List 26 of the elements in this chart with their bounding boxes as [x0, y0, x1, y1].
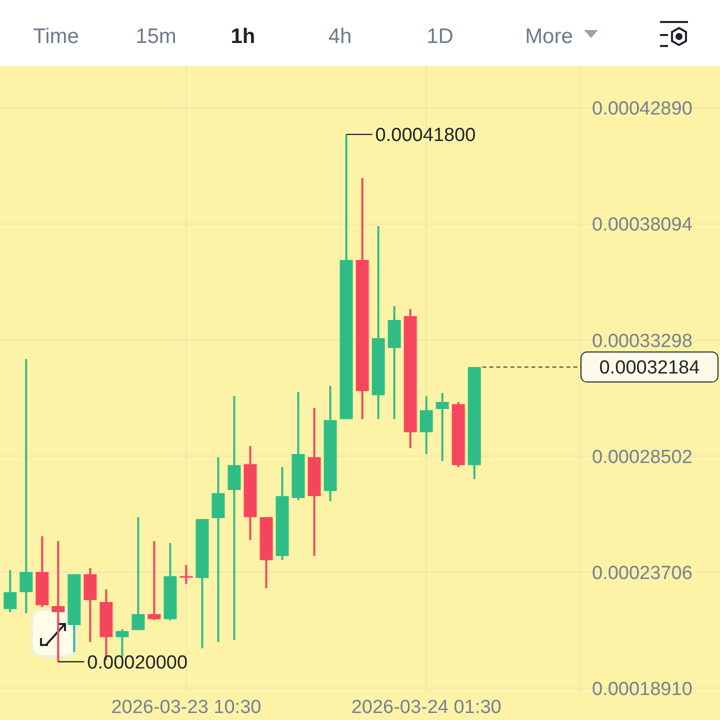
candlestick	[180, 564, 193, 586]
candlestick	[52, 540, 65, 663]
text: 1D	[426, 25, 454, 48]
annotation: 0.00041800	[375, 125, 476, 146]
y-tick-label: 0.00033298	[592, 330, 692, 352]
y-tick-label: 0.00028502	[592, 446, 692, 468]
candlestick	[132, 516, 145, 632]
x-tick-label: 2026-03-23 10:30	[111, 697, 262, 718]
text: 4h	[328, 25, 352, 48]
ref-line-label: 0.00032184	[599, 358, 700, 379]
candlestick	[20, 358, 33, 614]
text: 15m	[136, 25, 176, 48]
candlestick	[4, 569, 17, 614]
text: Time	[33, 25, 79, 48]
candlestick	[148, 540, 161, 622]
y-tick-label: 0.00023706	[592, 562, 692, 584]
y-tick-label: 0.00042890	[592, 98, 692, 120]
text: 1h	[230, 25, 256, 48]
annotation: 0.00020000	[87, 652, 188, 674]
candlestick	[436, 392, 449, 462]
candlestick	[228, 395, 241, 641]
candlestick	[420, 395, 433, 455]
x-tick-label: 2026-03-24 01:30	[351, 697, 502, 718]
y-tick-label: 0.00018910	[592, 678, 692, 700]
y-tick-label: 0.00038094	[592, 214, 693, 236]
text: More	[525, 25, 573, 48]
